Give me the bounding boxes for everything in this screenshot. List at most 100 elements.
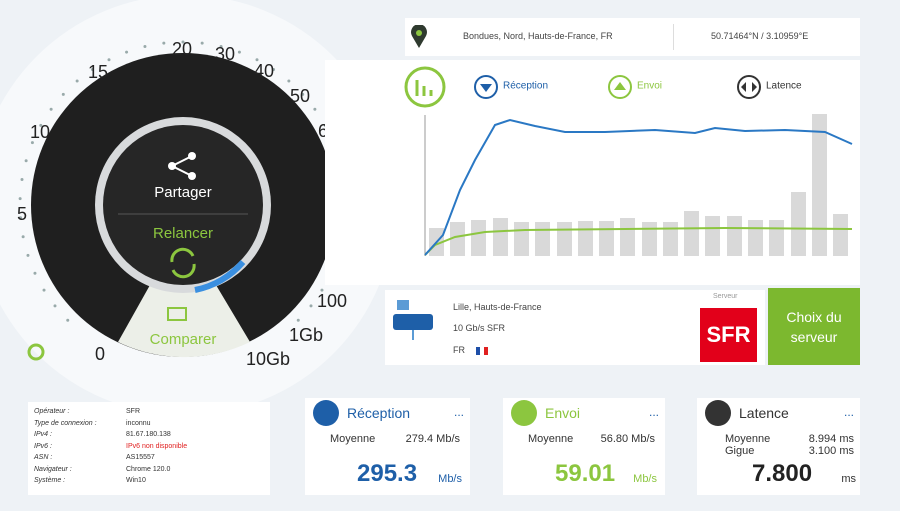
info-label: Type de connexion : <box>34 419 97 427</box>
gauge-label: 15 <box>88 62 108 82</box>
progress-arc <box>194 259 246 293</box>
card-icon <box>705 400 731 426</box>
info-value: Chrome 120.0 <box>126 465 171 473</box>
gauge-dot <box>66 318 70 322</box>
dial-center <box>103 125 263 285</box>
latency-bars <box>429 114 848 256</box>
graph-panel: Réception Envoi Latence <box>325 60 860 285</box>
card-unit: Mb/s <box>438 473 462 485</box>
gauge-label: 40 <box>254 61 274 81</box>
upload-arrow <box>614 82 626 90</box>
card-unit: Mb/s <box>633 473 657 485</box>
gauge-dot <box>24 159 28 163</box>
coordinates: 50.71464°N / 3.10959°E <box>711 31 809 41</box>
info-label: ASN : <box>34 454 53 461</box>
card-row-label: Moyenne <box>330 433 376 445</box>
gauge-dot <box>143 45 147 49</box>
pin-icon <box>411 25 427 48</box>
card-row-label: Moyenne <box>725 433 771 445</box>
legend-reception[interactable]: Réception <box>503 81 548 92</box>
gauge-label: 0 <box>95 344 105 364</box>
info-label: IPv4 : <box>34 431 52 438</box>
gauge-dot <box>301 92 305 96</box>
gauge-label: 5 <box>17 204 27 224</box>
choose-server-button[interactable]: Choix du serveur <box>768 288 860 365</box>
legend-upload[interactable]: Envoi <box>637 81 662 92</box>
gauge-dot <box>30 141 34 145</box>
legend-latency[interactable]: Latence <box>766 81 802 92</box>
server-panel: Lille, Hauts-de-France 10 Gb/s SFR FR Se… <box>385 290 765 365</box>
info-table: Opérateur : SFR Type de connexion : inconnu… <box>28 402 270 495</box>
graph: Réception Envoi Latence <box>404 66 853 256</box>
gauge-dot <box>296 318 300 322</box>
latency-icon <box>737 75 761 99</box>
restart-icon <box>170 247 196 279</box>
gauge-dot <box>181 40 185 44</box>
info-value: SFR <box>126 408 140 415</box>
gauge-dot <box>39 123 43 127</box>
gauge-dot <box>20 178 24 182</box>
restart-button[interactable]: Relancer <box>153 225 213 242</box>
upload-line <box>424 226 853 256</box>
graph-icon-bars <box>415 80 433 96</box>
compare-button[interactable]: Comparer <box>150 331 217 348</box>
card-value: 59.01 <box>555 460 616 487</box>
gauge-dot <box>19 216 23 220</box>
gauge-dot <box>272 67 276 71</box>
gauge-label: 20 <box>172 39 192 59</box>
gauge-dot <box>237 50 241 54</box>
latency-arrows <box>741 82 757 92</box>
card-title: Réception <box>347 405 411 421</box>
info-value: AS15557 <box>126 454 155 461</box>
info-label: Navigateur : <box>34 465 72 473</box>
server-capacity: 10 Gb/s SFR <box>453 323 506 333</box>
card-menu: ... <box>648 405 659 419</box>
card-row-label: Gigue <box>725 445 755 457</box>
server-caption: Serveur <box>713 293 738 300</box>
share-icon-lines <box>171 155 193 177</box>
server-country: FR <box>453 345 465 355</box>
compare-segment[interactable] <box>118 285 250 358</box>
gauge-dot <box>18 197 22 201</box>
gauge-dot <box>42 288 46 292</box>
info-value: inconnu <box>126 419 151 427</box>
info-value: IPv6 non disponible <box>126 442 188 450</box>
card-unit: ms <box>841 473 856 485</box>
gauge-dot <box>255 58 259 62</box>
gauge-dot <box>107 58 111 62</box>
operator-logo: SFR <box>700 308 757 362</box>
gauge-label: 100 <box>317 291 347 311</box>
info-label: Opérateur : <box>34 408 70 415</box>
share-button[interactable]: Partager <box>154 184 212 201</box>
gauge-dot <box>61 92 65 96</box>
upload-card: Envoi... Moyenne 56.80 Mb/s 59.01 Mb/s <box>503 398 665 495</box>
location-bar: Bondues, Nord, Hauts-de-France, FR 50.71… <box>405 18 860 56</box>
gauge-dot <box>320 288 324 292</box>
server-city: Lille, Hauts-de-France <box>453 302 542 312</box>
card-menu: ... <box>453 405 464 419</box>
card-row-value: 8.994 ms <box>808 433 854 445</box>
settings-icon[interactable] <box>27 343 45 361</box>
location: Bondues, Nord, Hauts-de-France, FR <box>463 31 613 41</box>
info-value: Win10 <box>126 477 146 484</box>
gauge-dot <box>26 253 30 257</box>
gauge-dot <box>219 45 223 49</box>
gauge-dot <box>309 304 313 308</box>
card-row-label: Moyenne <box>528 433 574 445</box>
card-title: Envoi <box>545 405 581 421</box>
info-label: Système : <box>34 477 66 484</box>
card-value: 295.3 <box>357 460 418 487</box>
gauge-dot <box>33 271 37 275</box>
gauge-label: 30 <box>215 44 235 64</box>
card-row-value: 279.4 Mb/s <box>405 433 460 445</box>
card-row-value: 56.80 Mb/s <box>600 433 655 445</box>
gauge-label: 50 <box>290 86 310 106</box>
compare-icon <box>167 307 187 321</box>
gauge-dot <box>53 304 57 308</box>
flag <box>476 347 488 355</box>
card-row-value: 3.100 ms <box>808 445 854 457</box>
card-icon <box>313 400 339 426</box>
gauge-label: 10 <box>30 122 50 142</box>
